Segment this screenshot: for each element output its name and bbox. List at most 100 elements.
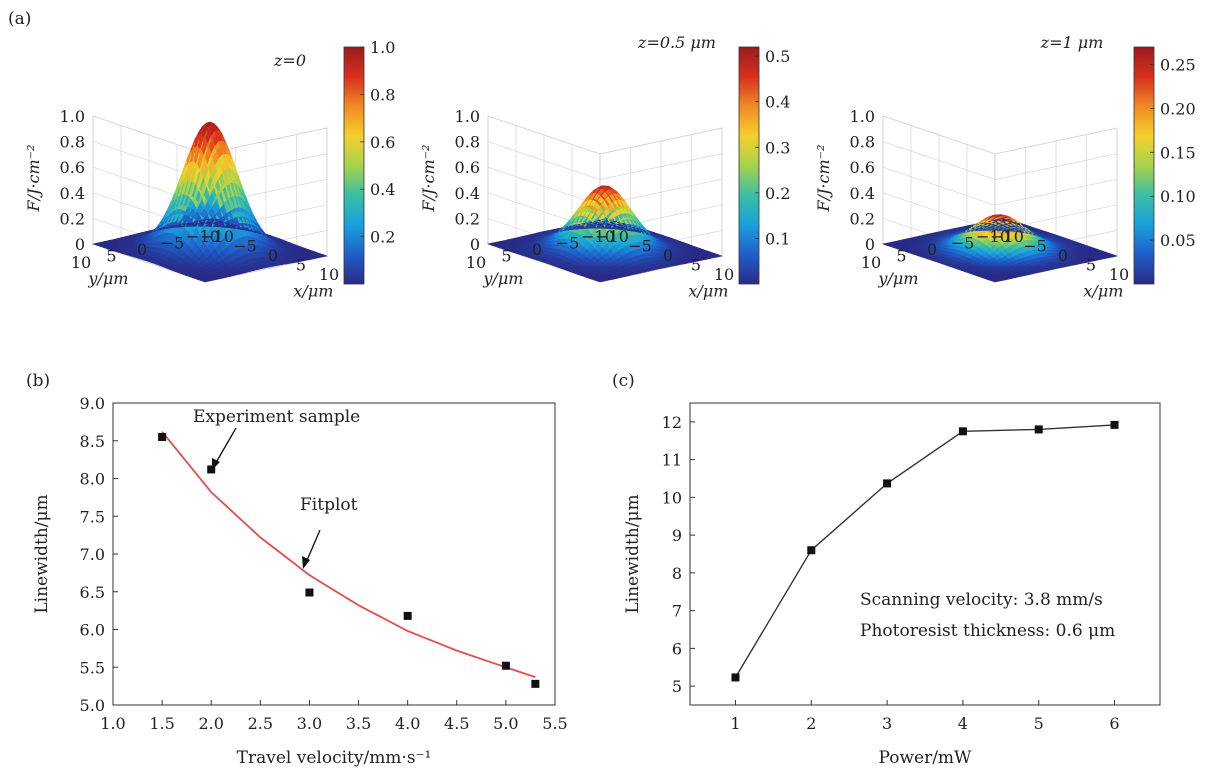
- y-tick-label: 9: [672, 526, 682, 545]
- x-tick-label: 1: [730, 714, 740, 733]
- annotation-photoresist-thickness: Photoresist thickness: 0.6 μm: [860, 621, 1115, 641]
- y-tick-label: 5: [672, 677, 682, 696]
- z-gridline: [882, 141, 1118, 180]
- x-tick-label: 5.0: [493, 714, 518, 733]
- z-gridline: [882, 166, 1118, 206]
- z-tick-label: 0.6: [850, 158, 875, 177]
- colorbar: [738, 46, 760, 285]
- panel-b-chart: 1.0 1.5 2.0 2.5 3.0 3.5 4.0 4.5 5.0 5.5 5.0 5.5 6.0 6…: [32, 394, 568, 768]
- plot-frame: [112, 402, 556, 706]
- z-tick-label: 0.4: [850, 184, 875, 203]
- surface-cell: [713, 254, 724, 258]
- z-tick-label: 1.0: [60, 107, 85, 126]
- colorbar-tick-label: 1.0: [370, 38, 395, 57]
- x-tick-label: 2.0: [198, 714, 223, 733]
- y-axis-label: y/μm: [482, 269, 523, 288]
- y-tick-label: 10: [71, 253, 91, 272]
- x-tick-label: −5: [628, 237, 652, 256]
- experiment-sample-point: [403, 611, 412, 620]
- colorbar-tick-label: 0.25: [1160, 56, 1196, 75]
- panel-c-label: (c): [612, 371, 635, 391]
- plot-frame: [689, 402, 1161, 706]
- y-tick-label: 5.0: [80, 696, 105, 715]
- y-axis-label: Linewidth/μm: [32, 494, 52, 613]
- annotation-scanning-velocity: Scanning velocity: 3.8 mm/s: [860, 590, 1103, 610]
- y-tick-label: −10: [581, 227, 615, 246]
- fitplot-curve: [161, 431, 536, 678]
- z-tick-label: 0: [865, 235, 875, 254]
- x-tick-label: 10: [1109, 265, 1129, 284]
- x-tick-label: 4.0: [395, 714, 420, 733]
- colorbar-tick-label: 0.2: [370, 228, 395, 247]
- y-tick-label: −5: [951, 234, 975, 253]
- x-tick-label: 6: [1109, 714, 1119, 733]
- y-tick-label: 7.0: [80, 545, 105, 564]
- annotation-arrowhead-experiment: [212, 458, 220, 470]
- y-tick-label: −5: [161, 234, 185, 253]
- y-tick-label: 5: [106, 247, 116, 266]
- x-tick-label: 1.5: [149, 714, 174, 733]
- linewidth-point: [731, 673, 740, 682]
- x-tick-label: 3.0: [297, 714, 322, 733]
- y-tick-label: 10: [662, 488, 682, 507]
- experiment-sample-point: [305, 588, 314, 597]
- z-tick-label: 0.8: [850, 133, 875, 152]
- z-gridline: [487, 141, 723, 180]
- y-tick-label: 5: [896, 247, 906, 266]
- x-tick-label: 0: [1058, 246, 1068, 265]
- z-tick-label: 0.4: [455, 184, 480, 203]
- linewidth-line: [734, 424, 1115, 678]
- z-tick-label: 0.8: [60, 133, 85, 152]
- colorbar-tick-label: 0.05: [1160, 231, 1196, 250]
- x-tick-label: 5: [1034, 714, 1044, 733]
- z-axis-label: F/J·cm⁻²: [419, 145, 438, 213]
- y-axis-label: y/μm: [877, 269, 918, 288]
- z-tick-label: 0.6: [60, 158, 85, 177]
- y-tick-label: 10: [466, 253, 486, 272]
- panel-b-label: (b): [26, 371, 50, 391]
- linewidth-point: [1110, 420, 1119, 429]
- y-tick-label: 0: [532, 240, 542, 259]
- annotation-experiment-sample: Experiment sample: [193, 407, 360, 427]
- annotation-fitplot: Fitplot: [300, 495, 358, 515]
- x-tick-label: 10: [319, 265, 339, 284]
- colorbar-tick-label: 0.6: [370, 133, 395, 152]
- x-tick-label: −10: [990, 227, 1024, 246]
- y-tick-label: 10: [861, 253, 881, 272]
- x-tick-label: 4.5: [444, 714, 469, 733]
- y-tick-label: 8: [672, 564, 682, 583]
- z-tick-label: 1.0: [850, 107, 875, 126]
- colorbar-tick-label: 0.1: [765, 229, 790, 248]
- x-tick-label: 2: [806, 714, 816, 733]
- gaussian-surface: [91, 121, 329, 283]
- y-tick-label: −10: [186, 227, 220, 246]
- x-axis-label: x/μm: [1083, 282, 1123, 301]
- y-tick-label: 8.0: [80, 470, 105, 489]
- z-gridline: [487, 115, 723, 155]
- colorbar-tick-label: 0.4: [370, 180, 395, 199]
- colorbar-tick-label: 0.20: [1160, 99, 1196, 118]
- colorbar-tick-label: 0.15: [1160, 143, 1196, 162]
- x-tick-label: 2.5: [248, 714, 273, 733]
- plot-title: z=1 μm: [1040, 33, 1104, 52]
- y-tick-label: 0: [927, 240, 937, 259]
- x-tick-label: 5.5: [542, 714, 567, 733]
- y-tick-label: 8.5: [80, 432, 105, 451]
- x-tick-label: 0: [663, 246, 673, 265]
- surface-cell: [1108, 254, 1119, 258]
- y-tick-label: −10: [976, 227, 1010, 246]
- z-tick-label: 0.8: [455, 133, 480, 152]
- x-tick-label: 4: [958, 714, 968, 733]
- x-tick-label: 5: [296, 256, 306, 275]
- surface-cell: [318, 254, 329, 258]
- gaussian-surface: [881, 214, 1119, 283]
- x-axis-label: Power/mW: [878, 748, 972, 768]
- colorbar-tick-label: 0.3: [765, 138, 790, 157]
- experiment-sample-point: [501, 661, 510, 670]
- x-axis-label: x/μm: [688, 282, 728, 301]
